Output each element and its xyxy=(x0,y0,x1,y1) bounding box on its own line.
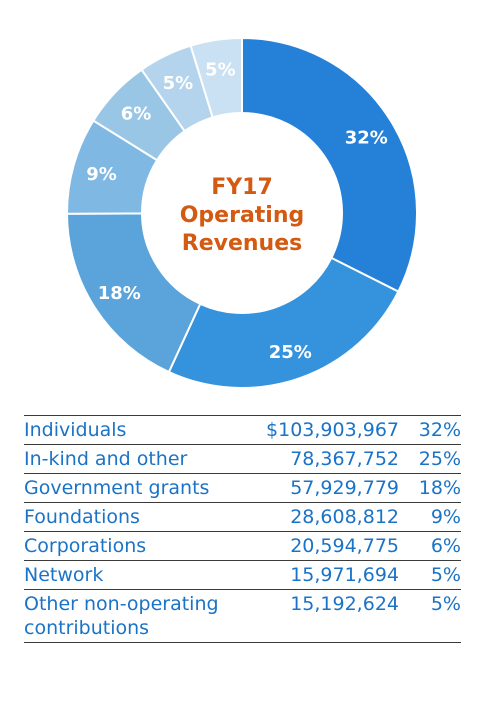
slice-label-0: 32% xyxy=(345,127,388,148)
slice-label-4: 6% xyxy=(121,104,152,125)
row-percent: 25% xyxy=(399,444,461,474)
table-row: Other non-operating contributions 15,192,6… xyxy=(24,589,461,643)
slice-label-1: 25% xyxy=(269,342,312,363)
slice-6 xyxy=(189,36,243,119)
donut-chart: 32% 25% 18% 9% 6% 5% 5% FY17 Operating Revenue… xyxy=(65,36,418,389)
row-amount: 15,192,624 xyxy=(249,589,399,643)
row-label: In-kind and other xyxy=(24,444,249,474)
table-row: Individuals $103,903,967 32% xyxy=(24,415,461,445)
revenue-table: Individuals $103,903,967 32% In-kind and ot… xyxy=(24,415,461,643)
slice-label-5: 5% xyxy=(163,73,194,94)
slice-0 xyxy=(241,36,418,293)
slice-1 xyxy=(167,256,400,389)
row-percent: 5% xyxy=(399,560,461,590)
row-amount: 57,929,779 xyxy=(249,473,399,503)
table-row: Network 15,971,694 5% xyxy=(24,560,461,590)
row-amount: 15,971,694 xyxy=(249,560,399,590)
row-percent: 5% xyxy=(399,589,461,643)
row-label: Foundations xyxy=(24,502,249,532)
row-amount: 78,367,752 xyxy=(249,444,399,474)
center-title-line-1: FY17 xyxy=(211,175,273,200)
donut-slices xyxy=(65,36,418,389)
slice-label-6: 5% xyxy=(205,60,236,81)
row-amount: $103,903,967 xyxy=(249,415,399,445)
table-row: Foundations 28,608,812 9% xyxy=(24,502,461,532)
row-percent: 18% xyxy=(399,473,461,503)
row-label: Other non-operating contributions xyxy=(24,589,249,643)
center-title-line-3: Revenues xyxy=(182,231,302,256)
row-label: Government grants xyxy=(24,473,249,503)
row-label: Corporations xyxy=(24,531,249,561)
slice-label-2: 18% xyxy=(98,283,141,304)
row-label: Individuals xyxy=(24,415,249,445)
table-row: In-kind and other 78,367,752 25% xyxy=(24,444,461,474)
donut-slice-labels: 32% 25% 18% 9% 6% 5% 5% xyxy=(86,60,388,363)
row-percent: 6% xyxy=(399,531,461,561)
slice-2 xyxy=(65,212,202,374)
center-title-line-2: Operating xyxy=(180,203,305,228)
row-percent: 9% xyxy=(399,502,461,532)
row-amount: 20,594,775 xyxy=(249,531,399,561)
table-row: Government grants 57,929,779 18% xyxy=(24,473,461,503)
row-amount: 28,608,812 xyxy=(249,502,399,532)
row-percent: 32% xyxy=(399,415,461,445)
row-label: Network xyxy=(24,560,249,590)
table-row: Corporations 20,594,775 6% xyxy=(24,531,461,561)
slice-label-3: 9% xyxy=(86,164,117,185)
